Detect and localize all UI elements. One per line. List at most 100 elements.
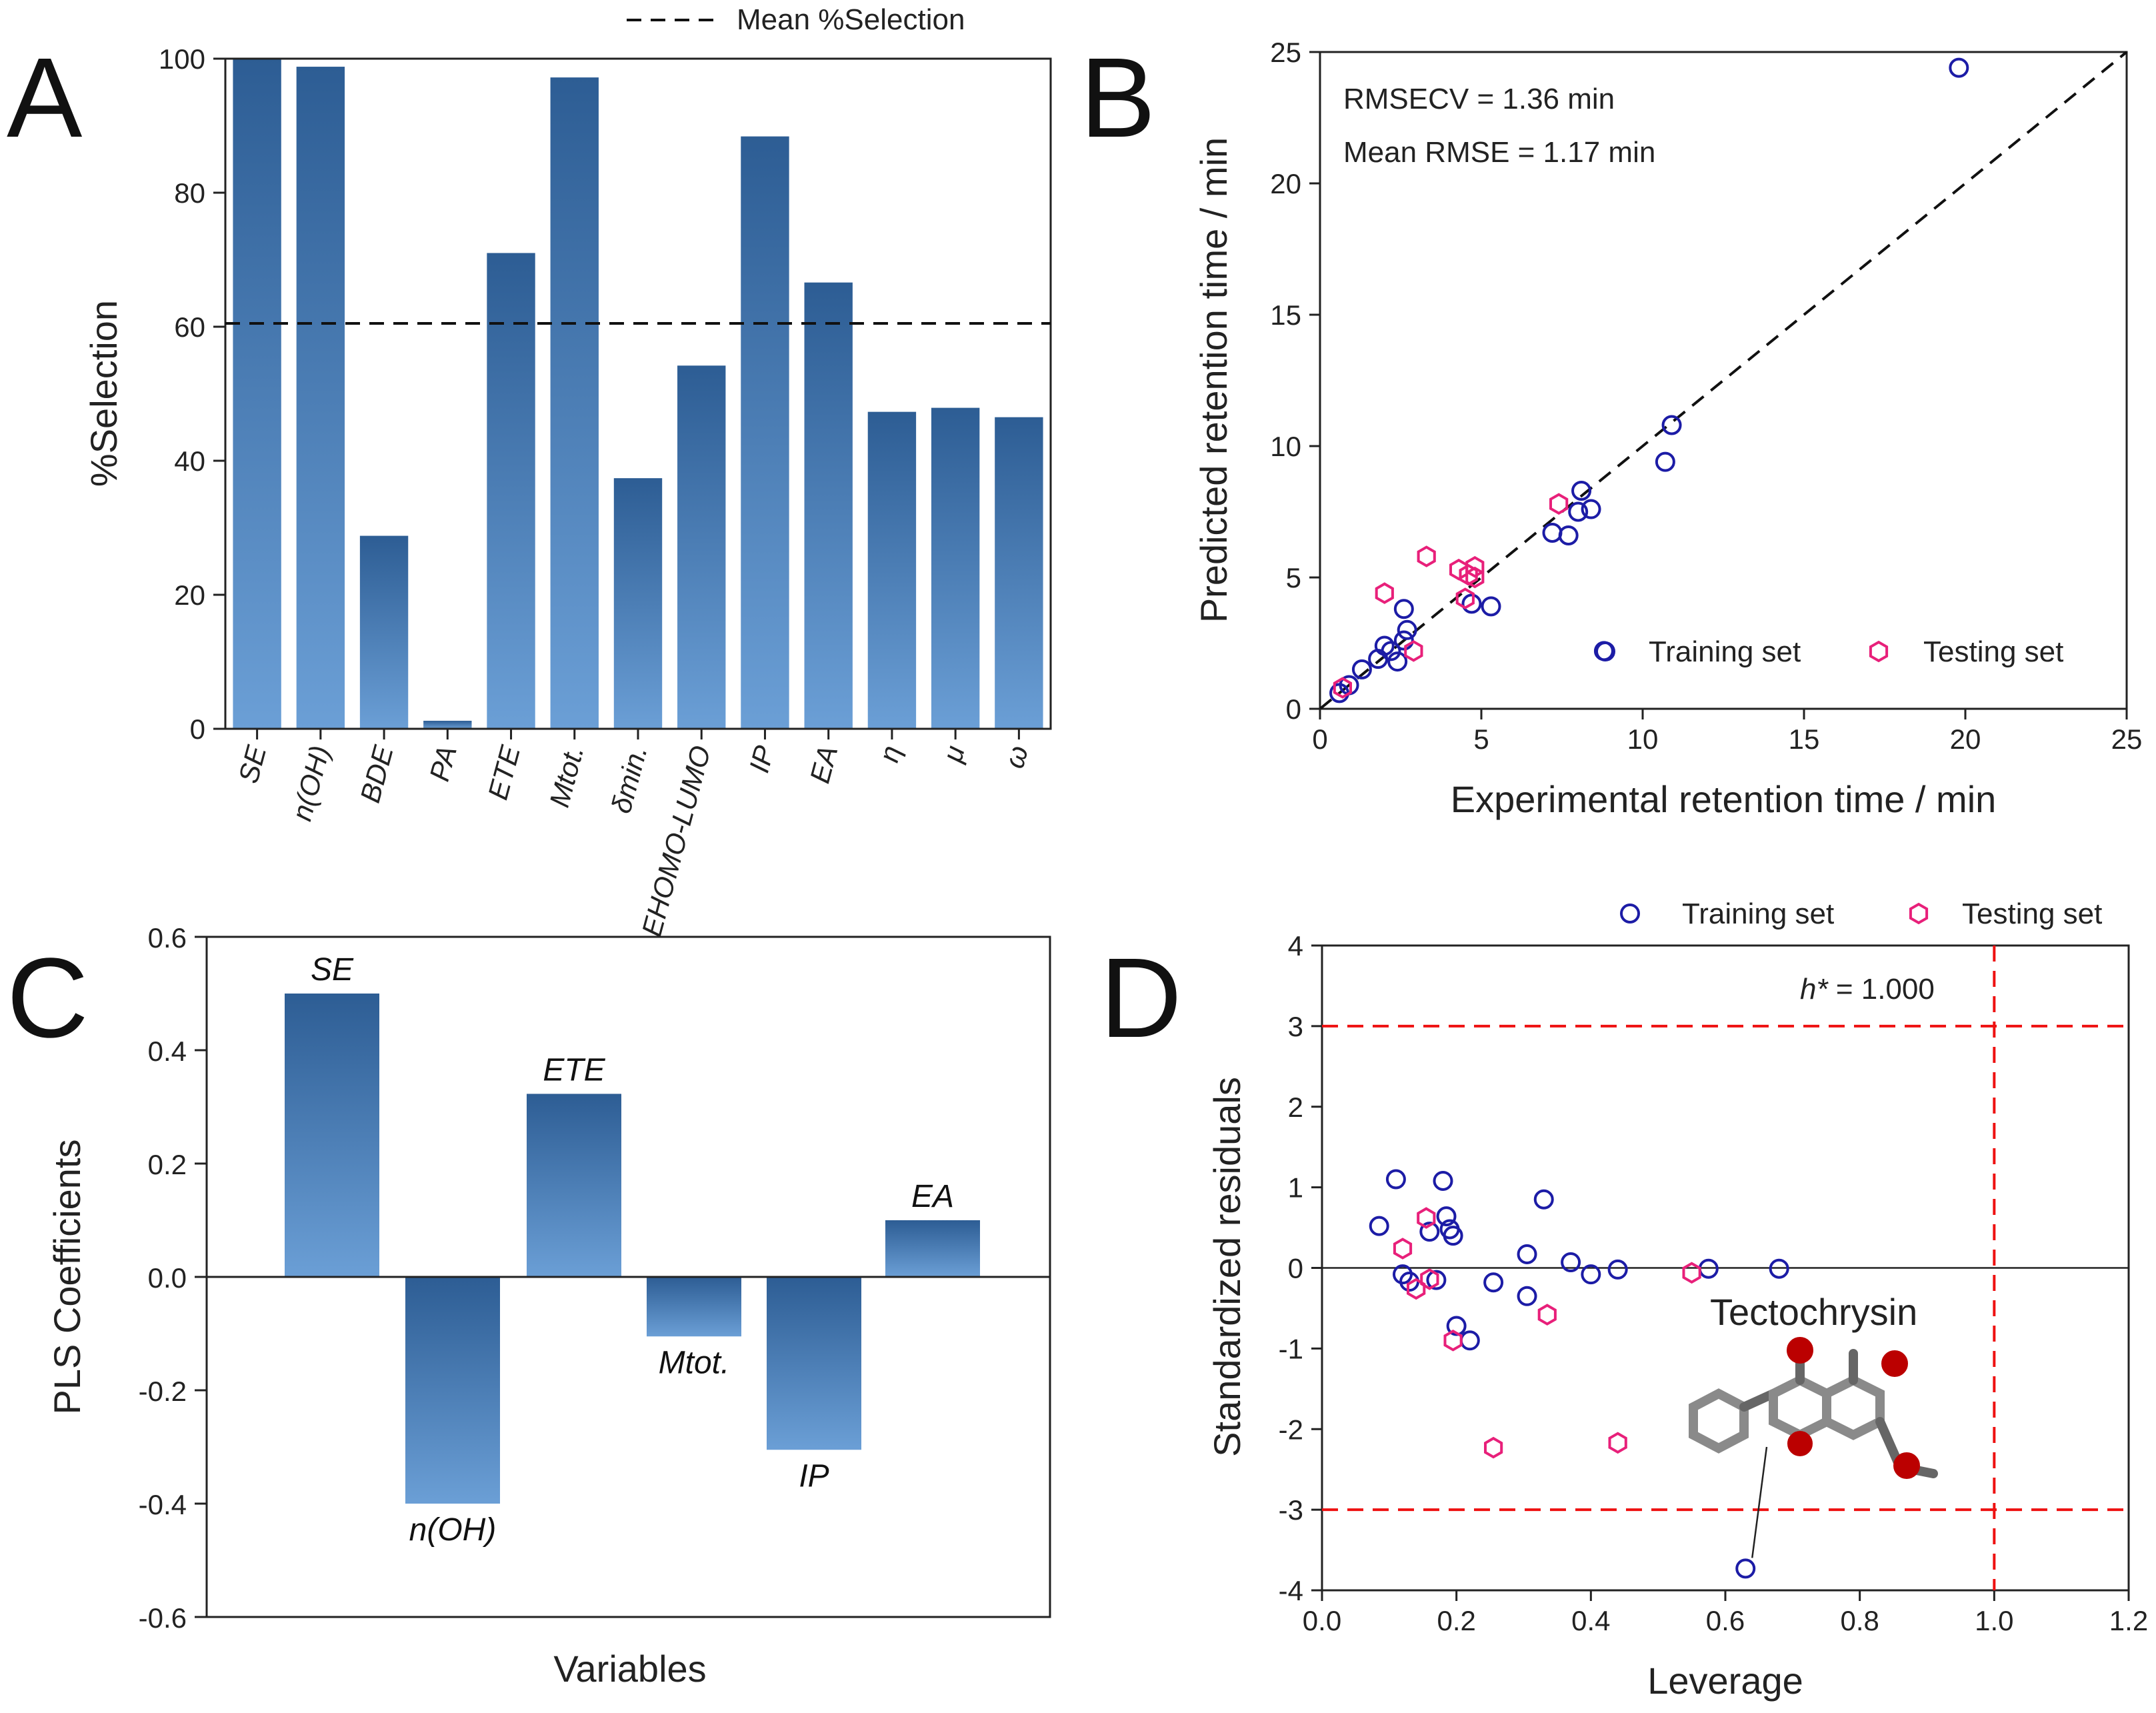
panel-b-ytick-label: 15 (1270, 299, 1301, 331)
panel-b-train-point (1381, 641, 1401, 661)
panel-b-test-point (1333, 677, 1352, 699)
panel-c-ytick-label: 0.2 (148, 1149, 187, 1180)
panel-d-train-point (1436, 1206, 1457, 1227)
panel-d-ytick-label: 0 (1288, 1253, 1303, 1284)
panel-d-train-point (1483, 1272, 1504, 1293)
panel-b-train-point (1461, 593, 1482, 614)
panel-d-test-point (1393, 1238, 1413, 1260)
panel-b-xtick-label: 0 (1312, 723, 1327, 755)
panel-a-y-ticks: 0 20 40 60 80 100 (159, 43, 225, 745)
panel-a-bar-6 (613, 478, 663, 729)
panel-b-ticks: 0 5 10 15 20 25 0 5 10 15 20 25 (1270, 37, 2142, 755)
panel-c-ytick-label: -0.6 (139, 1602, 187, 1634)
panel-b-identity-line (1319, 51, 2128, 710)
panel-a-ytick-label: 80 (174, 177, 205, 209)
panel-a-xtick-label: IP (743, 742, 780, 775)
panel-a-xtick-label: EHOMO-LUMO (635, 742, 716, 940)
panel-b-train-point (1481, 596, 1501, 617)
panel-b-xtick-label: 5 (1473, 723, 1489, 755)
panel-a-xtick-label: SE (232, 741, 272, 786)
panel-c-ytick-label: -0.2 (139, 1376, 187, 1407)
panel-b-test-point (1449, 558, 1469, 581)
panel-a-ytick-label: 100 (159, 43, 205, 75)
panel-b-test-point (1417, 545, 1436, 567)
panel-a-ytick-label: 40 (174, 445, 205, 477)
panel-b-test-point (1375, 582, 1394, 604)
panel-b-ytick-label: 25 (1270, 37, 1301, 68)
panel-c-bar-1 (405, 1277, 500, 1504)
panel-a-legend-label: Mean %Selection (737, 3, 965, 36)
panel-a-letter: A (7, 35, 83, 161)
panel-b-train-point (1661, 415, 1682, 435)
panel-a-ytick-label: 0 (190, 713, 205, 745)
panel-d-ytick-label: -1 (1279, 1333, 1303, 1364)
panel-c-bar-label: IP (799, 1458, 829, 1494)
panel-d-xtick-label: 0.2 (1437, 1605, 1475, 1636)
panel-d-xtick-label: 1.0 (1975, 1605, 2013, 1636)
panel-c-bar-0 (285, 994, 379, 1277)
panel-c-y-label: PLS Coefficients (46, 1140, 88, 1415)
panel-d-test-point (1420, 1268, 1439, 1290)
panel-b-legend-train: Training set (1649, 635, 1801, 668)
panel-a-xtick-label: BDE (354, 741, 399, 806)
panel-d: D 0.0 0.2 0.4 0.6 0.8 1.0 1.2 -4 -3 -2 -1 0 1 2 3 4 h* … (1100, 898, 2148, 1702)
panel-a-ytick-label: 60 (174, 311, 205, 343)
panel-b-test-point (1455, 587, 1475, 609)
panel-c-letter: C (7, 935, 89, 1062)
panel-b-legend-test: Testing set (1923, 635, 2063, 668)
panel-c-bar-2 (527, 1094, 621, 1277)
panel-a-ytick-label: 20 (174, 579, 205, 611)
panel-b-test-point (1549, 493, 1569, 515)
panel-a-bar-11 (931, 407, 980, 729)
panel-b-train-point (1568, 501, 1589, 522)
panel-b-legend-test-marker (1869, 640, 1889, 663)
panel-d-xtick-label: 0.8 (1840, 1605, 1879, 1636)
panel-d-train-point (1607, 1259, 1628, 1280)
panel-a-xtick-label: μ (936, 742, 971, 765)
panel-d-test-point (1682, 1262, 1701, 1284)
panel-b-ytick-label: 20 (1270, 168, 1301, 199)
panel-c-ytick-label: 0.0 (148, 1262, 187, 1294)
panel-b-frame (1319, 51, 2128, 710)
panel-b-train-point (1558, 525, 1579, 545)
panel-b-ytick-label: 10 (1270, 431, 1301, 462)
panel-d-test-point (1537, 1304, 1557, 1326)
panel-d-train-point (1517, 1244, 1537, 1264)
panel-d-legend-test-marker (1909, 902, 1929, 925)
panel-d-legend-train-marker (1620, 904, 1640, 924)
panel-d-train-point (1419, 1222, 1440, 1242)
panel-b-rmsecv: RMSECV = 1.36 min (1343, 83, 1615, 115)
tectochrysin-structure (1689, 1337, 1938, 1479)
panel-a-xtick-label: ETE (482, 741, 527, 803)
panel-d-train-point (1433, 1170, 1453, 1191)
panel-b-legend-train-marker (1595, 641, 1615, 661)
panel-d-y-label: Standardized residuals (1206, 1077, 1248, 1457)
panel-b-y-label: Predicted retention time / min (1193, 137, 1235, 623)
panel-d-test-point (1484, 1436, 1503, 1459)
panel-a-bar-10 (867, 411, 917, 729)
panel-b-train-point (1374, 635, 1395, 656)
panel-d-test-point (1608, 1432, 1627, 1454)
panel-b-train-point (1387, 651, 1408, 672)
panel-c-bar-3 (647, 1277, 741, 1337)
panel-d-train-point (1426, 1270, 1447, 1290)
panel-b-train-point (1397, 619, 1417, 640)
panel-d-train-point (1581, 1264, 1601, 1285)
panel-d-ytick-label: 2 (1288, 1092, 1303, 1123)
panel-c-bar-label: Mtot. (659, 1345, 730, 1380)
panel-b-test-point (1465, 555, 1485, 578)
panel-a-x-ticks: SE n(OH) BDE PA ETE Mtot. δmin.EHOMO-LUMO IP EA η… (232, 729, 1034, 940)
panel-a: A 0 20 40 60 80 100 SE n(OH) BDE PA ETE Mtot. δmin.… (7, 3, 1052, 940)
panel-d-test-point (1417, 1207, 1436, 1229)
panel-b-mean-rmse: Mean RMSE = 1.17 min (1343, 136, 1655, 169)
panel-a-bar-0 (233, 59, 281, 729)
panel-a-xtick-label: δmin. (605, 742, 653, 816)
panel-d-hstar-label: h* = 1.000 (1800, 973, 1935, 1006)
panel-b-letter: B (1080, 35, 1155, 161)
panel-a-xtick-label: η (873, 742, 907, 765)
panel-c-ytick-label: 0.4 (148, 1036, 187, 1067)
panel-b-ytick-label: 5 (1286, 562, 1301, 593)
panel-d-train-point (1385, 1169, 1406, 1190)
panel-b-xtick-label: 15 (1789, 723, 1820, 755)
